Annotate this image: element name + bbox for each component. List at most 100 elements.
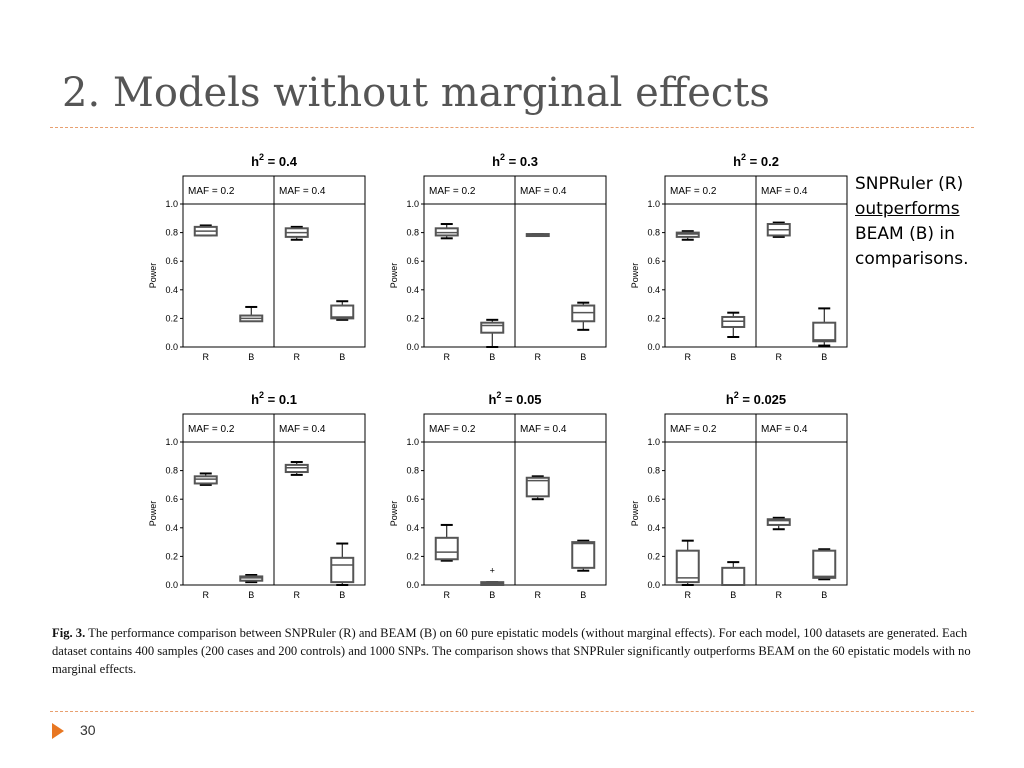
chart-title-sup: 2 <box>734 390 739 400</box>
chart-title-value: = 0.025 <box>739 392 786 407</box>
top-divider <box>50 127 974 128</box>
chart-title: h2 = 0.1 <box>251 390 297 407</box>
chart-title-value: = 0.4 <box>264 154 298 169</box>
x-tick-label: B <box>821 590 827 600</box>
x-tick-label: R <box>294 590 301 600</box>
box-iqr <box>812 549 837 579</box>
chart-4: h2 = 0.1 0.0 0.2 0.4 0.6 0.8 1.0 Power MAF = 0.2… <box>148 390 366 600</box>
maf-label: MAF = 0.4 <box>520 424 567 435</box>
x-tick-label: B <box>339 590 345 600</box>
y-tick-label: 1.0 <box>406 437 419 447</box>
chart-2: h2 = 0.3 0.0 0.2 0.4 0.6 0.8 1.0 Power MAF = 0.2… <box>389 152 607 362</box>
x-tick-label: R <box>535 590 542 600</box>
box-iqr <box>330 304 355 320</box>
chart-title-sup: 2 <box>500 152 505 162</box>
box-B <box>571 539 596 572</box>
arrow-icon <box>52 723 64 739</box>
box-R <box>193 224 218 237</box>
y-tick-label: 0.8 <box>406 228 419 238</box>
y-tick-label: 0.2 <box>165 551 178 561</box>
y-axis-label: Power <box>630 263 640 289</box>
maf-label: MAF = 0.2 <box>188 186 235 197</box>
side-note-line-3: BEAM (B) in <box>855 224 955 244</box>
y-tick-label: 0.6 <box>165 494 178 504</box>
y-tick-label: 0.6 <box>406 256 419 266</box>
chart-title-value: = 0.1 <box>264 392 297 407</box>
box-R <box>284 461 309 476</box>
box-R <box>193 472 218 486</box>
y-tick-label: 0.8 <box>647 228 660 238</box>
maf-label: MAF = 0.2 <box>429 186 476 197</box>
y-tick-label: 1.0 <box>165 437 178 447</box>
maf-label: MAF = 0.4 <box>279 424 326 435</box>
y-tick-label: 0.4 <box>406 523 419 533</box>
y-tick-label: 0.0 <box>165 342 178 352</box>
box-B <box>812 548 837 581</box>
outlier-marker: + <box>490 566 495 576</box>
box-R <box>525 233 550 238</box>
y-tick-label: 0.2 <box>406 313 419 323</box>
chart-title: h2 = 0.3 <box>492 152 538 169</box>
chart-title-base: h <box>251 154 259 169</box>
y-tick-label: 0.6 <box>406 494 419 504</box>
y-tick-label: 0.6 <box>647 494 660 504</box>
side-note-line-2: outperforms <box>855 199 960 219</box>
x-tick-label: B <box>580 352 586 362</box>
chart-title: h2 = 0.2 <box>733 152 779 169</box>
box-R <box>675 539 700 586</box>
box-iqr <box>330 556 355 584</box>
maf-label: MAF = 0.2 <box>670 186 717 197</box>
x-tick-label: B <box>248 352 254 362</box>
y-tick-label: 0.4 <box>165 523 178 533</box>
bottom-divider <box>50 711 974 712</box>
slide-title: 2. Models without marginal effects <box>62 70 770 116</box>
maf-label: MAF = 0.4 <box>279 186 326 197</box>
y-tick-label: 0.0 <box>406 342 419 352</box>
x-tick-label: B <box>821 352 827 362</box>
box-R <box>675 230 700 241</box>
y-tick-label: 0.2 <box>165 313 178 323</box>
y-tick-label: 0.0 <box>165 580 178 590</box>
x-tick-label: B <box>489 590 495 600</box>
y-axis-label: Power <box>389 263 399 289</box>
caption-text: The performance comparison between SNPRu… <box>52 626 971 676</box>
y-tick-label: 1.0 <box>647 199 660 209</box>
box-B <box>571 301 596 331</box>
y-tick-label: 0.6 <box>647 256 660 266</box>
x-tick-label: B <box>730 590 736 600</box>
side-note: SNPRuler (R) outperforms BEAM (B) in com… <box>855 172 1020 272</box>
box-R <box>434 523 459 562</box>
y-axis-label: Power <box>148 501 158 527</box>
x-tick-label: R <box>776 352 783 362</box>
caption-label: Fig. 3. <box>52 626 86 640</box>
x-tick-label: R <box>444 590 451 600</box>
chart-title-base: h <box>726 392 734 407</box>
box-B <box>239 573 264 584</box>
box-iqr <box>434 536 459 561</box>
y-tick-label: 0.2 <box>647 551 660 561</box>
y-tick-label: 0.0 <box>406 580 419 590</box>
chart-title-base: h <box>733 154 741 169</box>
chart-title-base: h <box>492 154 500 169</box>
chart-title: h2 = 0.4 <box>251 152 298 169</box>
box-R <box>434 223 459 240</box>
chart-6: h2 = 0.025 0.0 0.2 0.4 0.6 0.8 1.0 Power MAF = 0… <box>630 390 848 600</box>
chart-5: h2 = 0.05 0.0 0.2 0.4 0.6 0.8 1.0 Power MAF = 0.… <box>389 390 607 600</box>
box-B <box>480 318 505 348</box>
box-B <box>330 542 355 586</box>
y-tick-label: 0.8 <box>406 466 419 476</box>
maf-label: MAF = 0.4 <box>520 186 567 197</box>
chart-title: h2 = 0.025 <box>726 390 786 407</box>
x-tick-label: R <box>203 352 210 362</box>
maf-label: MAF = 0.2 <box>188 424 235 435</box>
chart-title-value: = 0.2 <box>746 154 779 169</box>
box-B <box>239 305 264 323</box>
box-iqr <box>525 476 550 498</box>
y-tick-label: 0.8 <box>165 228 178 238</box>
x-tick-label: R <box>685 352 692 362</box>
figure-caption: Fig. 3. The performance comparison betwe… <box>52 624 982 678</box>
box-B <box>721 561 746 587</box>
chart-title-sup: 2 <box>259 152 264 162</box>
chart-title-sup: 2 <box>496 390 501 400</box>
